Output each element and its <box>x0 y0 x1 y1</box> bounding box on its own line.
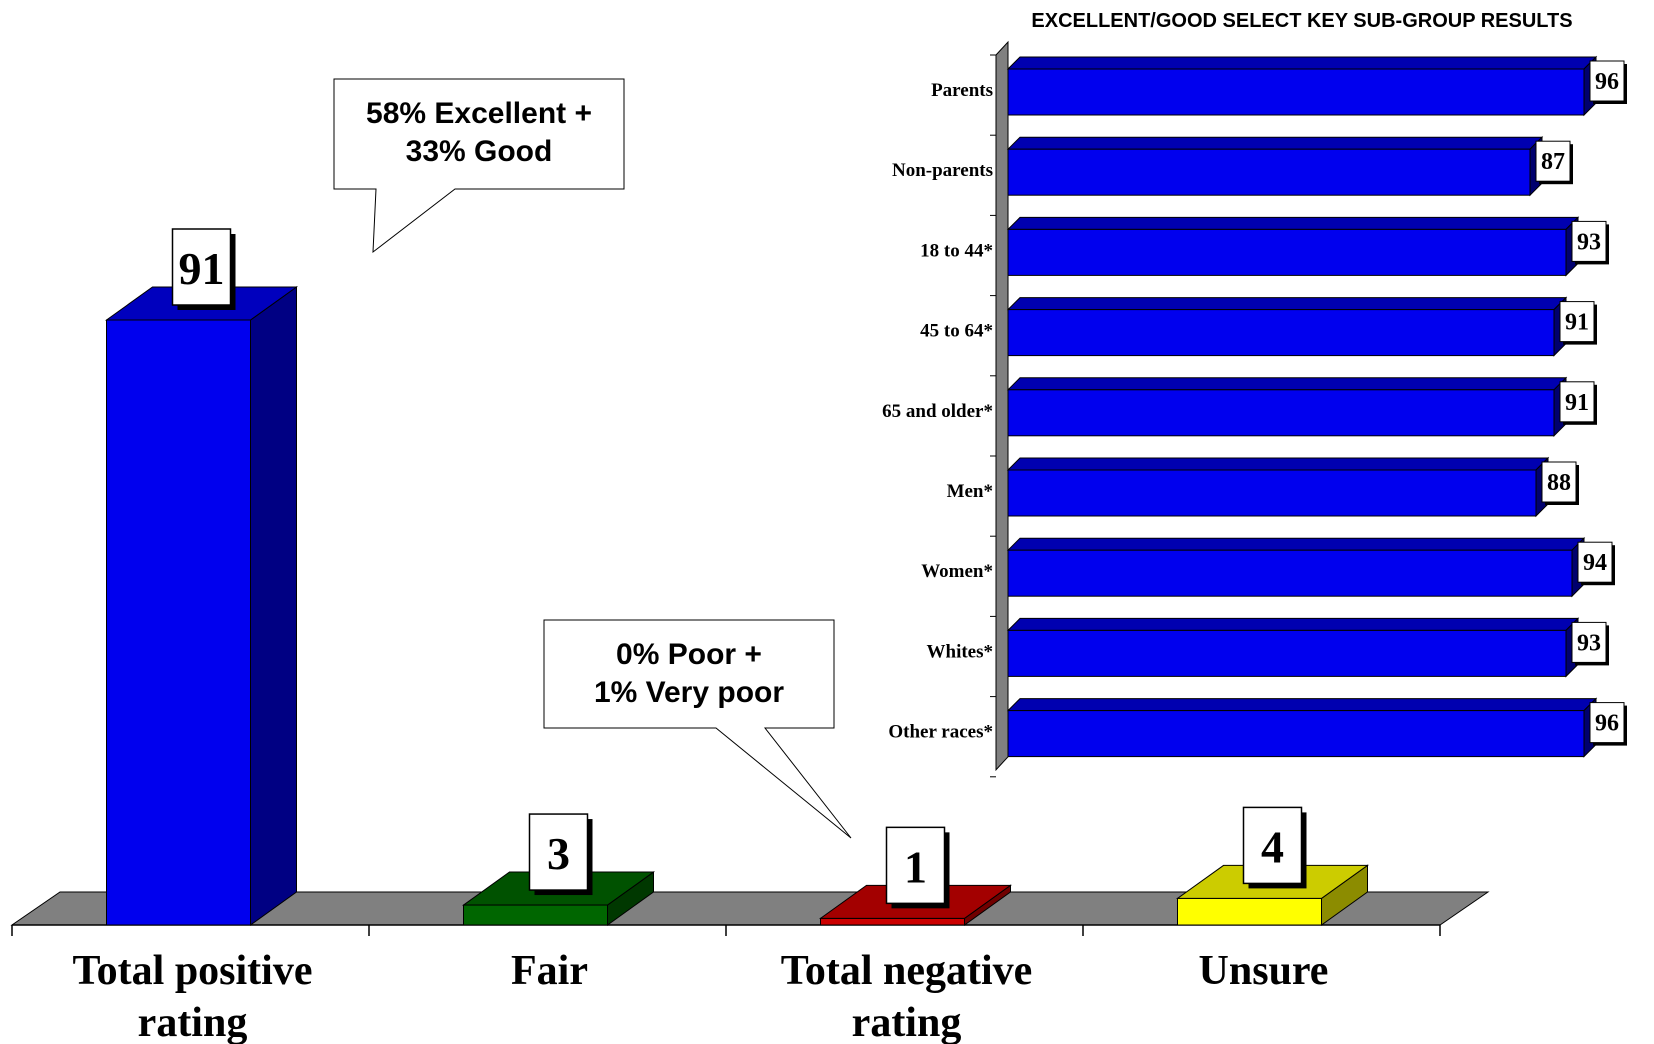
main-chart-bars: 91 3 1 4 <box>104 228 1370 926</box>
value-label-text: 91 <box>1565 390 1589 416</box>
callout-total-negative-rating: 0% Poor + 1% Very poor <box>543 619 852 839</box>
callout-box <box>543 619 852 839</box>
callout-total-positive-rating: 58% Excellent + 33% Good <box>333 78 625 254</box>
value-label-fair: 3 <box>528 813 593 896</box>
subgroup-category-label: 45 to 64* <box>920 321 993 342</box>
main-chart-category-labels: Total positive rating Fair Total negative ra… <box>73 948 1329 1044</box>
bar-front <box>1007 228 1567 276</box>
value-label-total-negative-rating: 1 <box>885 826 950 909</box>
subgroup-bar-men: Men* 88 <box>947 456 1579 518</box>
bar-front <box>463 904 608 926</box>
value-label-box <box>528 813 589 891</box>
value-label-text: 1 <box>904 841 927 892</box>
subgroup-bar-parents: Parents 96 <box>931 55 1627 117</box>
subgroup-bar-18-to-44: 18 to 44* 93 <box>920 216 1609 277</box>
bar-front <box>820 917 965 926</box>
bar-top <box>1006 377 1568 391</box>
bar-total-negative-rating: 1 <box>818 826 1013 926</box>
subgroup-category-label: Whites* <box>927 641 994 662</box>
category-label-total-positive-rating: rating <box>138 1000 248 1044</box>
subgroup-category-label: Women* <box>921 561 993 582</box>
value-label-text: 96 <box>1595 711 1619 737</box>
bar-top <box>1006 617 1580 631</box>
value-label-box <box>1559 381 1595 423</box>
bar-front <box>1007 549 1573 597</box>
bar-top <box>1006 216 1580 230</box>
bar-front <box>1177 897 1322 926</box>
value-label-text: 93 <box>1577 630 1601 656</box>
value-label-box <box>1559 301 1595 343</box>
bar-top <box>1006 56 1598 70</box>
bar-front <box>1007 469 1537 517</box>
subgroup-category-label: 18 to 44* <box>920 240 993 261</box>
value-label-text: 93 <box>1577 229 1601 255</box>
bar-top <box>1006 537 1586 551</box>
value-label-text: 96 <box>1595 69 1619 95</box>
bar-front <box>1007 148 1531 196</box>
subgroup-wall <box>995 40 1009 772</box>
subgroup-bar-women: Women* 94 <box>921 536 1615 598</box>
subgroup-bar-non-parents: Non-parents 87 <box>892 135 1573 197</box>
category-label-total-positive-rating: Total positive <box>73 948 313 994</box>
value-label-text: 88 <box>1547 470 1571 496</box>
subgroup-category-label: Men* <box>947 481 993 502</box>
value-label-box <box>1577 541 1613 583</box>
bar-total-positive-rating: 91 <box>104 228 299 926</box>
value-label-text: 91 <box>1565 310 1589 336</box>
bar-front <box>1007 309 1555 357</box>
value-label-box <box>1541 461 1577 503</box>
bar-fair: 3 <box>461 813 656 926</box>
callout-text: 58% Excellent + <box>366 97 592 130</box>
value-label-box <box>171 228 232 306</box>
subgroup-chart-bars: Parents 96 Non-parents 87 18 to 44* 93 45 to 6… <box>882 55 1627 758</box>
subgroup-category-label: 65 and older* <box>882 401 993 422</box>
subgroup-bar-45-to-64: 45 to 64* 91 <box>920 296 1597 357</box>
bar-top <box>1006 136 1544 150</box>
value-label-box <box>1571 220 1607 262</box>
subgroup-chart-title: EXCELLENT/GOOD SELECT KEY SUB-GROUP RESU… <box>1031 10 1572 32</box>
bar-top <box>1006 457 1550 471</box>
value-label-total-positive-rating: 91 <box>171 228 236 310</box>
category-label-fair: Fair <box>511 948 588 994</box>
value-label-box <box>1242 806 1303 885</box>
subgroup-bar-65-and-older: 65 and older* 91 <box>882 376 1597 438</box>
bar-unsure: 4 <box>1175 806 1370 926</box>
callout-text: 1% Very poor <box>594 676 784 709</box>
subgroup-category-label: Other races* <box>888 722 993 743</box>
subgroup-bar-whites: Whites* 93 <box>927 617 1609 678</box>
bar-front <box>1007 629 1567 677</box>
bar-side <box>250 286 297 926</box>
value-label-box <box>1589 60 1625 102</box>
bar-top <box>1006 297 1568 311</box>
callout-text: 0% Poor + <box>616 638 762 671</box>
bar-front <box>106 319 251 926</box>
main-chart-callouts: 58% Excellent + 33% Good 0% Poor + 1% Very … <box>333 78 852 839</box>
subgroup-category-label: Parents <box>931 80 993 101</box>
bar-front <box>1007 389 1555 437</box>
callout-text: 33% Good <box>406 135 553 168</box>
bar-top <box>1006 698 1598 712</box>
value-label-text: 94 <box>1583 550 1607 576</box>
category-label-total-negative-rating: Total negative <box>781 948 1033 994</box>
category-label-unsure: Unsure <box>1199 948 1329 994</box>
subgroup-bar-other-races: Other races* 96 <box>888 697 1627 758</box>
value-label-text: 91 <box>179 243 225 294</box>
value-label-unsure: 4 <box>1242 806 1307 889</box>
bar-front <box>1007 68 1585 116</box>
bar-front <box>1007 710 1585 758</box>
category-label-total-negative-rating: rating <box>852 1000 962 1044</box>
callout-box <box>333 78 625 254</box>
value-label-box <box>1589 702 1625 744</box>
subgroup-category-label: Non-parents <box>892 160 993 181</box>
value-label-text: 3 <box>547 828 570 879</box>
value-label-box <box>1571 621 1607 663</box>
value-label-box <box>1535 140 1571 182</box>
value-label-box <box>885 826 946 905</box>
value-label-text: 87 <box>1541 149 1565 175</box>
value-label-text: 4 <box>1261 821 1284 872</box>
